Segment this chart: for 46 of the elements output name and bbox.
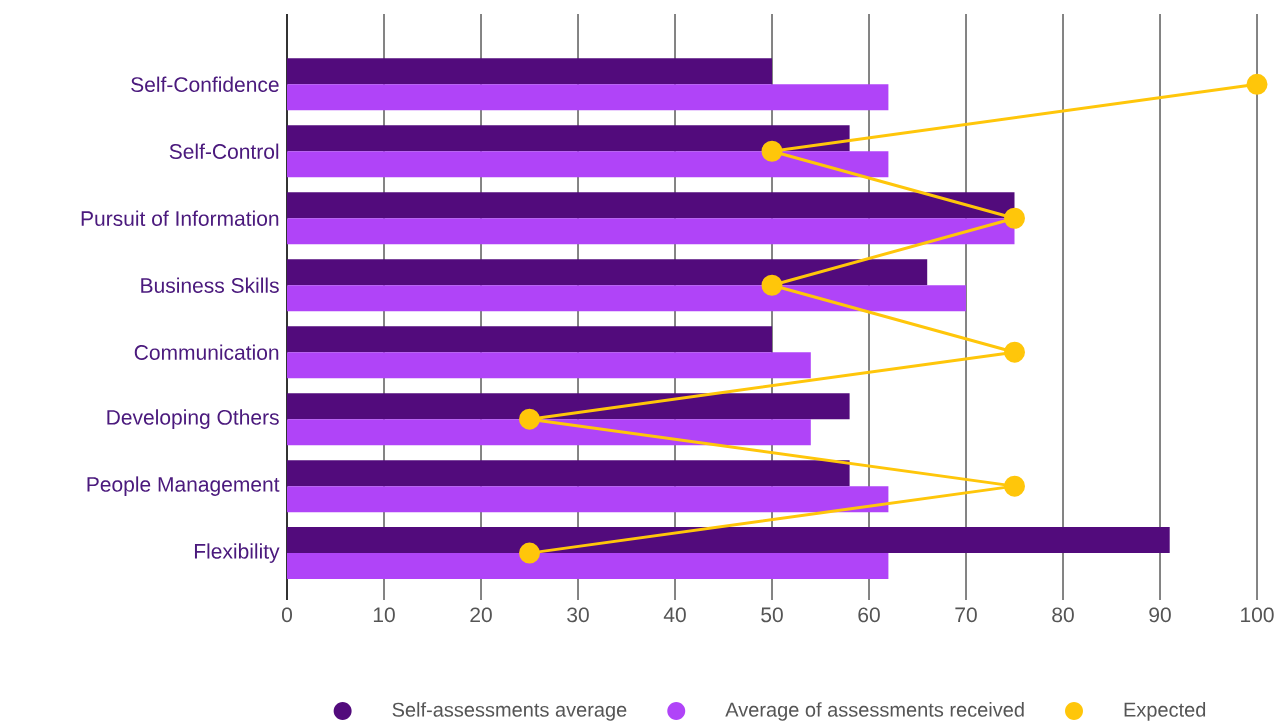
y-tick-label: Business Skills [141,277,279,294]
bar [287,460,850,487]
point [519,408,541,430]
x-tick-label: 80 [1052,607,1074,623]
x-tick-label: 60 [858,607,880,623]
legend-label: Average of assessments received [725,702,1024,721]
bar [287,419,811,446]
bar [287,393,850,420]
bar [287,285,967,312]
point [1004,207,1025,229]
y-tick-label: Self-Control [169,143,279,160]
legend-label: Expected [1124,702,1206,721]
bar [287,192,1015,219]
point [1004,341,1025,363]
point [519,542,541,564]
bar [287,151,889,178]
x-tick-label: 50 [761,607,783,623]
point [761,274,783,296]
bar [287,218,1015,245]
y-tick-label: Pursuit of Information [81,210,279,227]
x-tick-label: 30 [567,607,589,623]
x-tick-label: 0 [281,607,293,623]
bar [287,553,889,580]
x-tick-label: 10 [373,607,395,623]
point [761,140,783,162]
x-tick-label: 20 [470,607,492,623]
bar [287,527,1170,554]
bar [287,58,773,85]
x-tick-label: 90 [1149,607,1171,623]
bar [287,125,850,152]
bar [287,259,928,286]
bar [287,84,889,111]
x-tick-label: 40 [663,607,686,623]
bar [287,352,811,379]
point [1246,73,1268,95]
point [1004,475,1025,497]
y-tick-label: Self-Confidence [131,76,279,93]
y-tick-label: Communication [134,344,279,361]
bar [287,326,773,353]
y-tick-label: Flexibility [194,543,280,564]
legend-label: Self-assessments average [392,702,627,721]
bar [287,486,889,513]
x-tick-label: 70 [955,607,977,623]
y-tick-label: Developing Others [107,409,279,430]
y-tick-label: People Management [87,476,280,497]
x-tick-label: 100 [1241,607,1274,623]
